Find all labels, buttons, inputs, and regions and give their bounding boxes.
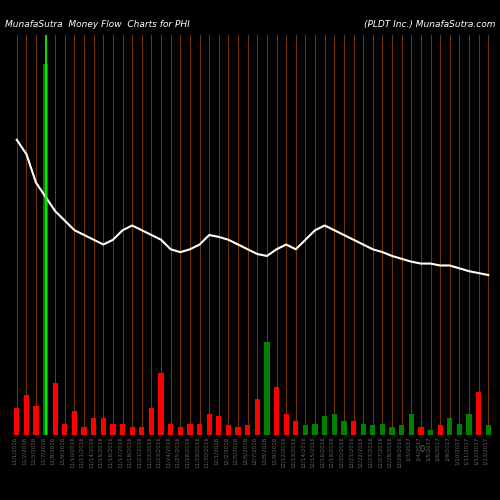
Bar bbox=[360, 424, 366, 435]
Bar bbox=[178, 428, 183, 435]
Bar bbox=[428, 430, 433, 435]
Bar bbox=[370, 426, 376, 435]
Bar bbox=[91, 418, 96, 435]
Bar bbox=[380, 424, 385, 435]
Bar bbox=[399, 426, 404, 435]
Bar bbox=[130, 428, 135, 435]
Bar bbox=[43, 64, 49, 435]
Bar bbox=[447, 418, 452, 435]
Bar bbox=[351, 420, 356, 435]
Bar bbox=[158, 373, 164, 435]
Bar bbox=[456, 424, 462, 435]
Bar bbox=[466, 414, 471, 435]
Bar bbox=[312, 424, 318, 435]
Bar bbox=[120, 424, 125, 435]
Bar bbox=[303, 426, 308, 435]
Bar bbox=[197, 424, 202, 435]
Bar bbox=[72, 411, 77, 435]
Bar bbox=[284, 414, 289, 435]
Bar bbox=[293, 420, 298, 435]
Bar bbox=[438, 426, 443, 435]
Bar bbox=[342, 420, 346, 435]
Bar bbox=[245, 426, 250, 435]
Bar bbox=[149, 408, 154, 435]
Bar bbox=[100, 418, 106, 435]
Bar bbox=[62, 424, 68, 435]
Bar bbox=[390, 428, 394, 435]
Bar bbox=[408, 414, 414, 435]
Bar bbox=[418, 428, 424, 435]
Bar bbox=[14, 408, 20, 435]
Bar bbox=[206, 414, 212, 435]
Bar bbox=[168, 424, 173, 435]
Bar bbox=[332, 414, 337, 435]
Bar bbox=[274, 388, 279, 435]
Bar bbox=[254, 399, 260, 435]
Bar bbox=[264, 342, 270, 435]
Text: 0: 0 bbox=[420, 446, 425, 454]
Bar bbox=[226, 426, 231, 435]
Bar bbox=[476, 392, 482, 435]
Text: (PLDT Inc.) MunafaSutra.com: (PLDT Inc.) MunafaSutra.com bbox=[364, 20, 495, 29]
Bar bbox=[188, 424, 192, 435]
Bar bbox=[139, 428, 144, 435]
Bar bbox=[34, 406, 38, 435]
Bar bbox=[216, 416, 222, 435]
Bar bbox=[24, 395, 29, 435]
Bar bbox=[322, 416, 328, 435]
Bar bbox=[110, 424, 116, 435]
Bar bbox=[236, 428, 240, 435]
Bar bbox=[486, 426, 491, 435]
Text: MunafaSutra  Money Flow  Charts for PHI: MunafaSutra Money Flow Charts for PHI bbox=[5, 20, 190, 29]
Bar bbox=[52, 382, 58, 435]
Bar bbox=[82, 428, 86, 435]
